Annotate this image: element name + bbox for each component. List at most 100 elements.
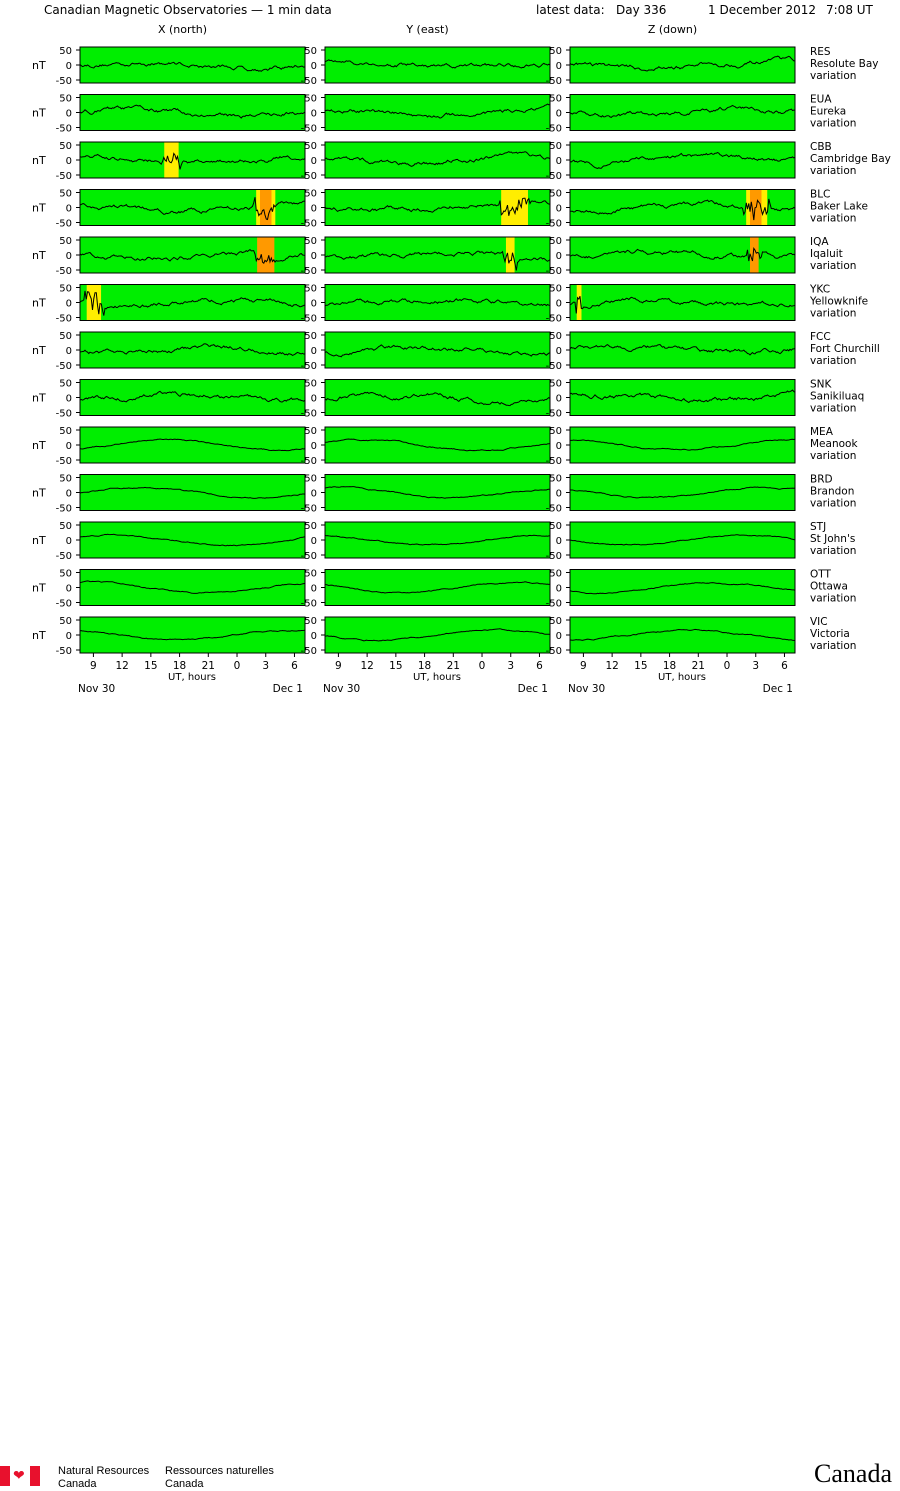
start-date: Nov 30 xyxy=(323,683,360,695)
station-name: Baker Lake xyxy=(810,201,868,213)
panel: 50 0 -50 xyxy=(546,474,796,515)
station-note: variation xyxy=(810,498,856,510)
panel-background xyxy=(569,94,796,131)
y-tick-label: 50 xyxy=(304,569,317,580)
trace-line xyxy=(569,389,796,404)
station-note: variation xyxy=(810,118,856,130)
panel-background xyxy=(569,141,796,179)
start-date: Nov 30 xyxy=(568,683,605,695)
trace-line xyxy=(569,582,796,595)
y-tick-label: 0 xyxy=(311,156,317,167)
x-tick-label: 6 xyxy=(781,660,788,672)
y-axis-label: nT xyxy=(32,629,46,642)
x-tick-label: 9 xyxy=(90,660,97,672)
station-name: Ottawa xyxy=(810,581,848,593)
y-tick-label: -50 xyxy=(56,124,72,135)
panel: 50 0 -50 xyxy=(56,379,306,420)
y-axis-label: nT xyxy=(32,297,46,310)
station-name: Fort Churchill xyxy=(810,343,880,355)
x-tick-label: 15 xyxy=(144,660,157,672)
y-tick-label: -50 xyxy=(56,409,72,420)
trace-line xyxy=(324,298,551,307)
y-tick-label: 50 xyxy=(549,379,562,390)
station-code: YKC xyxy=(809,284,830,296)
y-tick-label: 0 xyxy=(311,394,317,405)
x-axis: 9 12 15 18 21 0 3 6 UT, hours Nov 30 Dec 1 xyxy=(323,653,548,695)
panel: 50 0 -50 xyxy=(301,189,551,230)
panel-background xyxy=(324,569,551,606)
panel: 50 0 -50 xyxy=(56,141,306,182)
panel: 50 0 -50 xyxy=(56,521,306,562)
panel: 50 0 -50 xyxy=(546,236,796,277)
station-note: variation xyxy=(810,593,856,605)
latest-time: 7:08 UT xyxy=(826,3,874,17)
trace-line xyxy=(324,438,551,452)
panel: 50 0 -50 xyxy=(546,521,796,562)
panel: 50 0 -50 xyxy=(546,331,796,372)
activity-band xyxy=(576,285,582,320)
y-tick-label: -50 xyxy=(56,504,72,515)
y-tick-label: 0 xyxy=(311,631,317,642)
y-tick-label: 50 xyxy=(304,521,317,532)
x-tick-label: 6 xyxy=(291,660,298,672)
x-axis: 9 12 15 18 21 0 3 6 UT, hours Nov 30 Dec 1 xyxy=(568,653,793,695)
x-tick-label: 21 xyxy=(692,660,705,672)
y-tick-label: 50 xyxy=(549,616,562,627)
y-tick-label: -50 xyxy=(56,646,72,657)
panel: 50 0 -50 xyxy=(546,379,796,420)
y-tick-label: 0 xyxy=(556,299,562,310)
x-tick-label: 15 xyxy=(634,660,647,672)
y-tick-label: 50 xyxy=(304,426,317,437)
y-tick-label: -50 xyxy=(56,219,72,230)
panel: 50 0 -50 xyxy=(56,284,306,325)
y-tick-label: -50 xyxy=(301,504,317,515)
y-tick-label: -50 xyxy=(546,76,562,87)
panel-background xyxy=(569,284,796,321)
station-note: variation xyxy=(810,355,856,367)
y-axis-label: nT xyxy=(32,487,46,500)
x-tick-label: 21 xyxy=(447,660,460,672)
panel-background xyxy=(569,616,796,654)
trace-line xyxy=(569,486,796,499)
y-tick-label: -50 xyxy=(546,504,562,515)
x-tick-label: 9 xyxy=(335,660,342,672)
station-code: RES xyxy=(810,46,831,58)
nrcan-french: Ressources naturelles Canada xyxy=(165,1465,274,1491)
y-tick-label: -50 xyxy=(56,361,72,372)
panel: 50 0 -50 xyxy=(56,236,306,277)
activity-band xyxy=(86,285,102,320)
y-tick-label: 0 xyxy=(556,251,562,262)
trace-line xyxy=(569,534,796,546)
trace-line xyxy=(324,344,551,358)
y-tick-label: 0 xyxy=(66,109,72,120)
y-axis-label: nT xyxy=(32,107,46,120)
y-tick-label: -50 xyxy=(546,646,562,657)
panel-background xyxy=(79,616,306,654)
station-code: CBB xyxy=(810,141,832,153)
y-tick-label: 0 xyxy=(556,204,562,215)
station-note: variation xyxy=(810,260,856,272)
y-tick-label: -50 xyxy=(546,409,562,420)
trace-line xyxy=(569,247,796,262)
x-tick-label: 18 xyxy=(173,660,186,672)
y-tick-label: 50 xyxy=(59,426,72,437)
y-tick-label: 0 xyxy=(311,61,317,72)
column-header: X (north) xyxy=(158,23,207,36)
trace-line xyxy=(325,581,551,594)
panel: 50 0 -50 xyxy=(301,521,551,562)
y-tick-label: 50 xyxy=(304,474,317,485)
y-tick-label: 50 xyxy=(549,521,562,532)
station-note: variation xyxy=(810,403,856,415)
trace-line xyxy=(79,390,306,403)
end-date: Dec 1 xyxy=(518,683,548,695)
trace-line xyxy=(79,290,306,316)
column-headers: X (north) Y (east) Z (down) xyxy=(158,23,697,36)
trace-line xyxy=(569,198,796,221)
y-tick-label: 50 xyxy=(549,189,562,200)
trace-line xyxy=(79,248,306,265)
end-date: Dec 1 xyxy=(763,683,793,695)
